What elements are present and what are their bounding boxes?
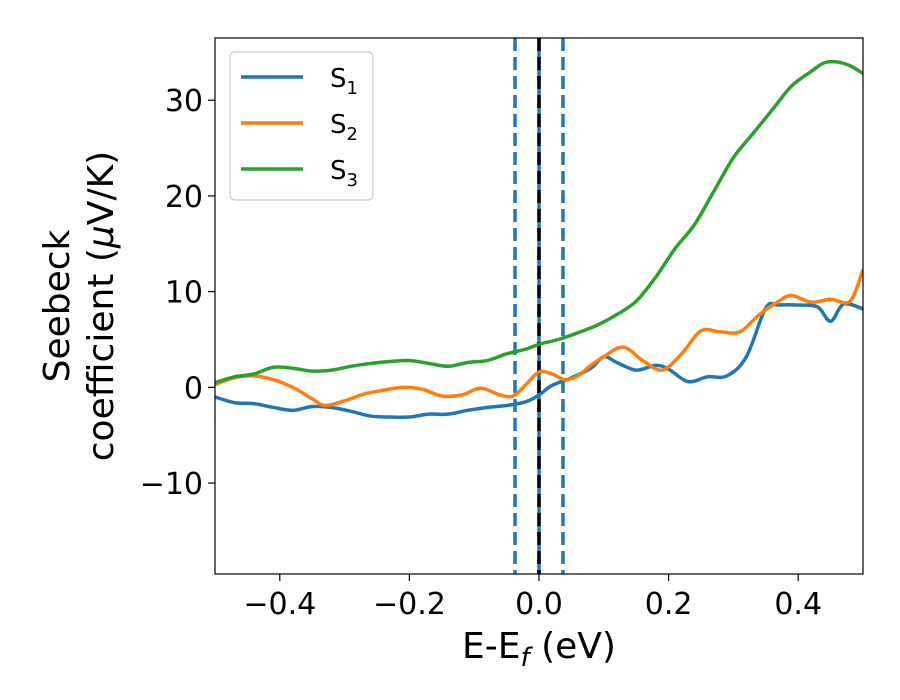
x-tick-label: 0.2 bbox=[645, 587, 693, 622]
x-axis-label: E-Ef (eV) bbox=[462, 626, 616, 673]
y-axis-label-line-1: Seebeck bbox=[37, 229, 78, 382]
legend: S1 S2 S3 bbox=[229, 51, 374, 201]
series-line-s3 bbox=[215, 59, 863, 385]
x-tick-label: 0.4 bbox=[774, 587, 822, 622]
x-tick-label: 0.0 bbox=[515, 587, 563, 622]
x-tick-label: −0.4 bbox=[243, 587, 316, 622]
reference-vertical-lines bbox=[513, 38, 565, 574]
y-axis-ticks: −10 0 10 20 30 bbox=[140, 84, 215, 502]
y-axis-label: Seebeck coefficient (μV/K) bbox=[37, 151, 122, 461]
y-axis-label-line-2: coefficient (μV/K) bbox=[81, 151, 122, 461]
series-layer bbox=[215, 59, 863, 420]
y-tick-label: 0 bbox=[184, 371, 203, 406]
y-tick-label: 20 bbox=[165, 180, 203, 215]
series-line-s2 bbox=[215, 268, 863, 408]
x-axis-ticks: −0.4 −0.2 0.0 0.2 0.4 bbox=[243, 574, 822, 622]
legend-box bbox=[229, 51, 374, 201]
legend-label-s1: S1 bbox=[330, 64, 358, 99]
y-tick-label: −10 bbox=[140, 467, 203, 502]
y-tick-label: 30 bbox=[165, 84, 203, 119]
legend-label-s3: S3 bbox=[330, 156, 358, 191]
x-tick-label: −0.2 bbox=[373, 587, 446, 622]
legend-label-s2: S2 bbox=[330, 110, 358, 145]
y-tick-label: 10 bbox=[165, 276, 203, 311]
